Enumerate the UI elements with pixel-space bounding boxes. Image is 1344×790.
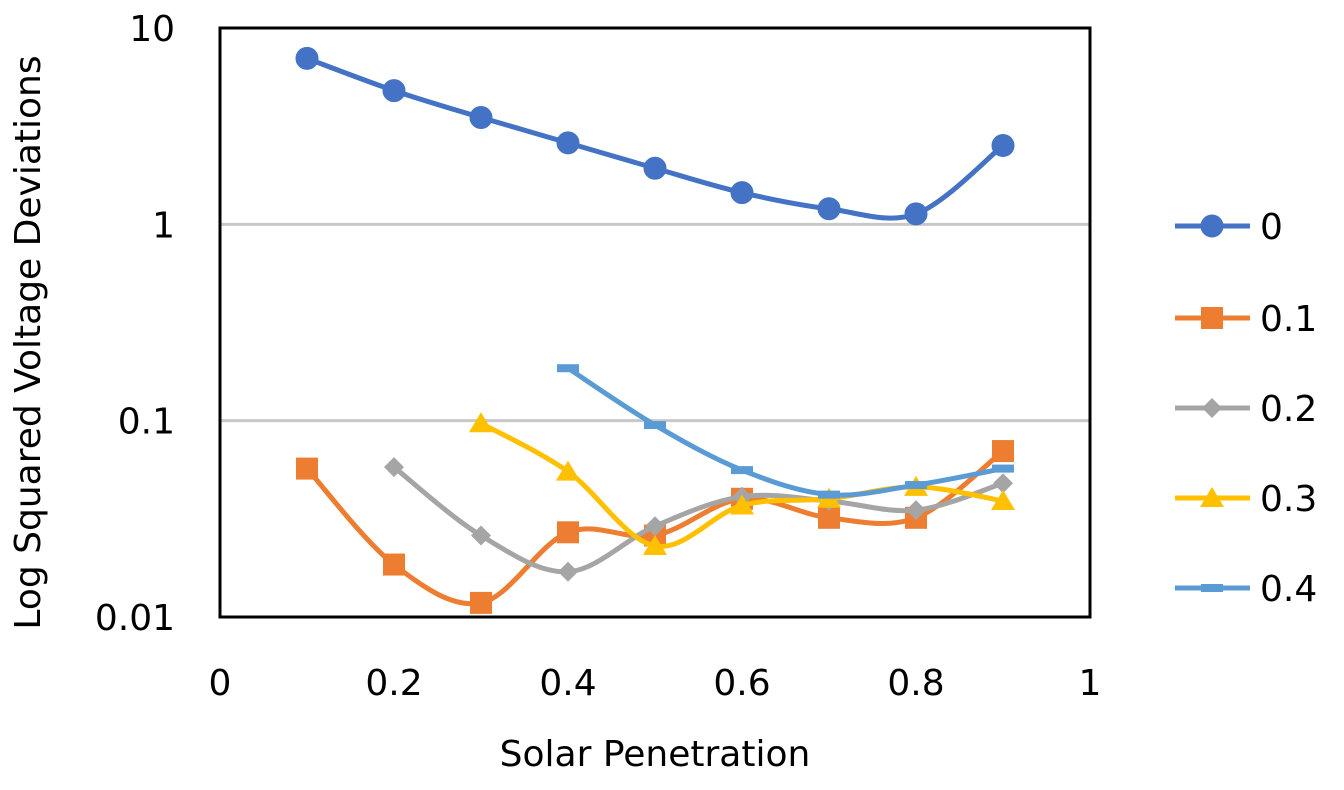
data-point	[992, 440, 1014, 463]
legend-label: 0	[1260, 207, 1283, 248]
data-point	[295, 46, 319, 70]
legend: 0 0.1 0.2 0.3 0.4	[1175, 207, 1317, 610]
data-point	[643, 534, 667, 555]
data-point	[557, 364, 579, 373]
x-tick-label: 0	[209, 663, 232, 704]
data-point	[905, 481, 927, 490]
data-point	[730, 181, 754, 205]
legend-item-0.3: 0.3	[1175, 479, 1317, 520]
x-axis-ticks: 0 0.2 0.4 0.6 0.8 1	[209, 663, 1102, 704]
data-point	[557, 521, 579, 544]
legend-marker	[1200, 214, 1224, 238]
y-axis-ticks: 0.01 0.1 1 10	[95, 9, 175, 639]
data-point	[469, 106, 493, 130]
legend-item-0.1: 0.1	[1175, 299, 1317, 340]
data-point	[644, 421, 666, 430]
data-point	[992, 464, 1014, 473]
legend-marker	[1200, 487, 1224, 507]
data-point	[904, 202, 928, 226]
data-point	[991, 489, 1015, 510]
x-tick-label: 0.4	[539, 663, 596, 704]
data-point	[993, 473, 1013, 494]
x-axis-title: Solar Penetration	[500, 734, 811, 775]
data-point	[991, 134, 1015, 158]
gridlines	[220, 222, 1090, 423]
data-point	[556, 131, 580, 155]
y-axis-title: Log Squared Voltage Deviations	[8, 55, 49, 629]
x-tick-label: 0.2	[365, 663, 422, 704]
legend-label: 0.3	[1260, 479, 1317, 520]
data-point	[818, 490, 840, 499]
data-point	[558, 561, 578, 582]
series-layer	[295, 46, 1015, 614]
y-tick-label: 0.1	[118, 402, 175, 443]
data-point	[471, 525, 491, 546]
x-tick-label: 0.6	[713, 663, 770, 704]
plot-area-frame	[218, 26, 1092, 619]
data-point	[645, 516, 665, 537]
data-point	[818, 506, 840, 529]
data-point	[817, 197, 841, 221]
legend-item-0: 0	[1175, 207, 1283, 248]
y-tick-label: 0.01	[95, 598, 175, 639]
y-tick-label: 10	[129, 9, 175, 50]
data-point	[730, 494, 754, 515]
data-point	[296, 457, 318, 480]
data-point	[383, 553, 405, 576]
series-0	[295, 46, 1015, 226]
legend-marker	[1201, 307, 1223, 329]
x-tick-label: 1	[1079, 663, 1102, 704]
legend-item-0.2: 0.2	[1175, 389, 1317, 430]
legend-label: 0.4	[1260, 569, 1317, 610]
y-tick-label: 1	[152, 205, 175, 246]
legend-item-0.4: 0.4	[1175, 569, 1317, 610]
data-point	[906, 500, 926, 521]
data-point	[384, 457, 404, 478]
legend-label: 0.2	[1260, 389, 1317, 430]
data-point	[470, 591, 492, 614]
legend-marker	[1201, 584, 1223, 592]
series-0.4	[557, 364, 1014, 499]
legend-label: 0.1	[1260, 299, 1317, 340]
data-point	[382, 79, 406, 103]
series-line-0	[304, 55, 1006, 221]
data-point	[643, 156, 667, 180]
data-point	[556, 460, 580, 481]
legend-marker	[1202, 398, 1222, 418]
data-point	[469, 412, 493, 433]
x-tick-label: 0.8	[887, 663, 944, 704]
data-point	[731, 466, 753, 475]
series-line-0.4	[565, 365, 1006, 498]
